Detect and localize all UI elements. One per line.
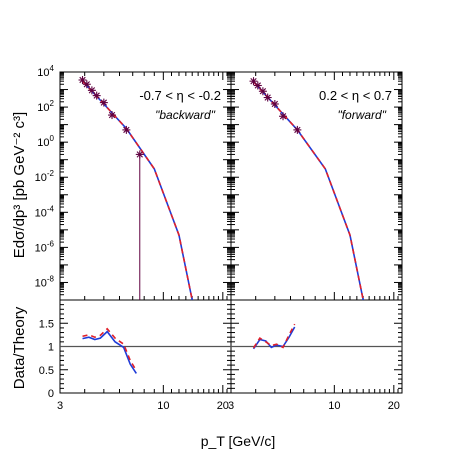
- data-point-stroke: [79, 76, 86, 84]
- panel-top-frame: [230, 71, 403, 301]
- data-point-stroke: [100, 99, 108, 106]
- x-tick-label: 10: [328, 400, 340, 412]
- data-point-stroke: [123, 126, 130, 134]
- y-tick-label: 104: [37, 64, 54, 79]
- data-point: [99, 98, 108, 107]
- theory-curve-a: [81, 80, 193, 301]
- data-point: [253, 81, 262, 90]
- data-point: [263, 93, 272, 102]
- ratio-curve-b: [82, 327, 138, 372]
- ratio-y-tick-label: 1: [48, 342, 54, 354]
- data-point-stroke: [250, 77, 257, 85]
- ratio-curve-b: [252, 323, 296, 349]
- label-layer: -0.7 < η < -0.2"backward"3 10 200.2 < η < …: [35, 64, 400, 412]
- data-point: [92, 91, 101, 100]
- ratio-y-tick-label: 0: [48, 388, 54, 400]
- y-tick-label: 10-4: [35, 204, 55, 219]
- x-tick-label: 20: [388, 400, 400, 412]
- data-point: [78, 75, 87, 84]
- y-tick-label: 10-6: [35, 239, 55, 254]
- ratio-curve-a: [82, 330, 137, 374]
- data-point-stroke: [83, 81, 90, 88]
- data-point-stroke: [88, 87, 96, 94]
- x-tick-label: 10: [157, 400, 169, 412]
- panel-eta-label: -0.7 < η < -0.2: [139, 88, 221, 103]
- theory-curve-a: [252, 81, 364, 301]
- axis-ticks: [59, 71, 403, 394]
- y-tick-label: 10-8: [35, 274, 55, 289]
- panel-eta-label: 0.2 < η < 0.7: [319, 88, 392, 103]
- data-point-stroke: [259, 88, 267, 95]
- data-point: [87, 86, 96, 95]
- data-point: [82, 80, 91, 89]
- data-point: [270, 99, 279, 108]
- ratio-y-tick-label: 0.5: [39, 365, 54, 377]
- x-tick-label: 3: [57, 400, 63, 412]
- data-point-stroke: [254, 82, 261, 89]
- data-point-stroke: [271, 100, 279, 108]
- ratio-y-tick-label: 1.5: [39, 318, 54, 330]
- x-axis-label: p_T [GeV/c]: [201, 433, 275, 449]
- x-tick-label: 20: [217, 400, 229, 412]
- data-point-stroke: [264, 94, 271, 101]
- series-layer: [60, 75, 402, 374]
- y-axis-label-bottom: Data/Theory: [11, 306, 28, 389]
- data-point-stroke: [93, 92, 100, 99]
- data-point-stroke: [108, 111, 116, 119]
- y-axis-label-top: Edσ/dp³ [pb GeV⁻² c³]: [11, 112, 28, 258]
- y-tick-label: 100: [37, 134, 54, 149]
- data-point-stroke: [279, 113, 287, 120]
- y-tick-label: 102: [37, 99, 54, 114]
- y-tick-label: 10-2: [35, 169, 55, 184]
- data-point: [122, 125, 131, 134]
- panel-top-frame: [59, 71, 232, 301]
- panel-sublabel: "forward": [337, 108, 386, 122]
- x-tick-label: 3: [228, 400, 234, 412]
- data-point: [279, 112, 288, 121]
- data-point: [293, 125, 302, 134]
- data-point-stroke: [294, 126, 301, 134]
- panel-sublabel: "backward": [155, 108, 216, 122]
- data-point: [258, 87, 267, 96]
- data-point: [108, 111, 117, 120]
